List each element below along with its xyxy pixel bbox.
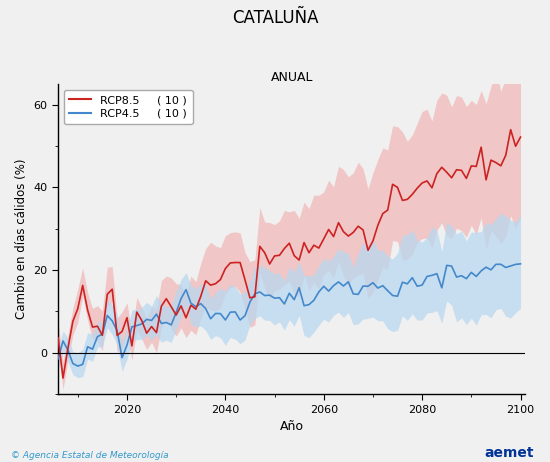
Title: ANUAL: ANUAL	[271, 71, 313, 84]
Legend: RCP8.5     ( 10 ), RCP4.5     ( 10 ): RCP8.5 ( 10 ), RCP4.5 ( 10 )	[64, 90, 192, 124]
Y-axis label: Cambio en días cálidos (%): Cambio en días cálidos (%)	[15, 159, 28, 319]
X-axis label: Año: Año	[280, 420, 304, 433]
Text: CATALUÑA: CATALUÑA	[232, 9, 318, 27]
Text: aemet: aemet	[484, 446, 534, 460]
Text: © Agencia Estatal de Meteorología: © Agencia Estatal de Meteorología	[11, 451, 169, 460]
